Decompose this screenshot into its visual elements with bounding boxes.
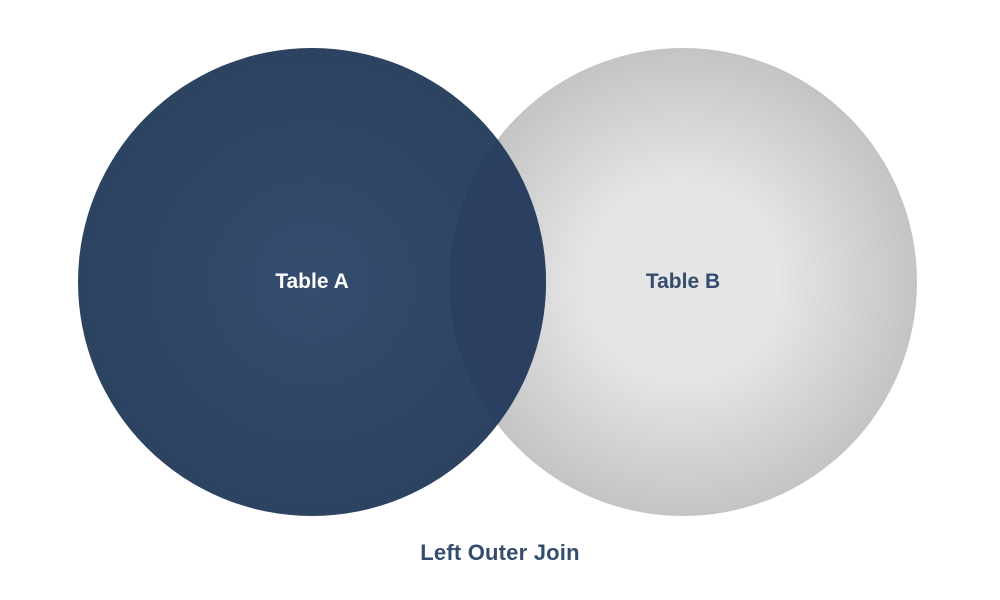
table-a-label: Table A bbox=[275, 270, 349, 293]
table-b-circle bbox=[449, 48, 917, 516]
table-b-label: Table B bbox=[646, 270, 720, 293]
table-a-circle bbox=[78, 48, 546, 516]
join-caption: Left Outer Join bbox=[420, 540, 580, 565]
